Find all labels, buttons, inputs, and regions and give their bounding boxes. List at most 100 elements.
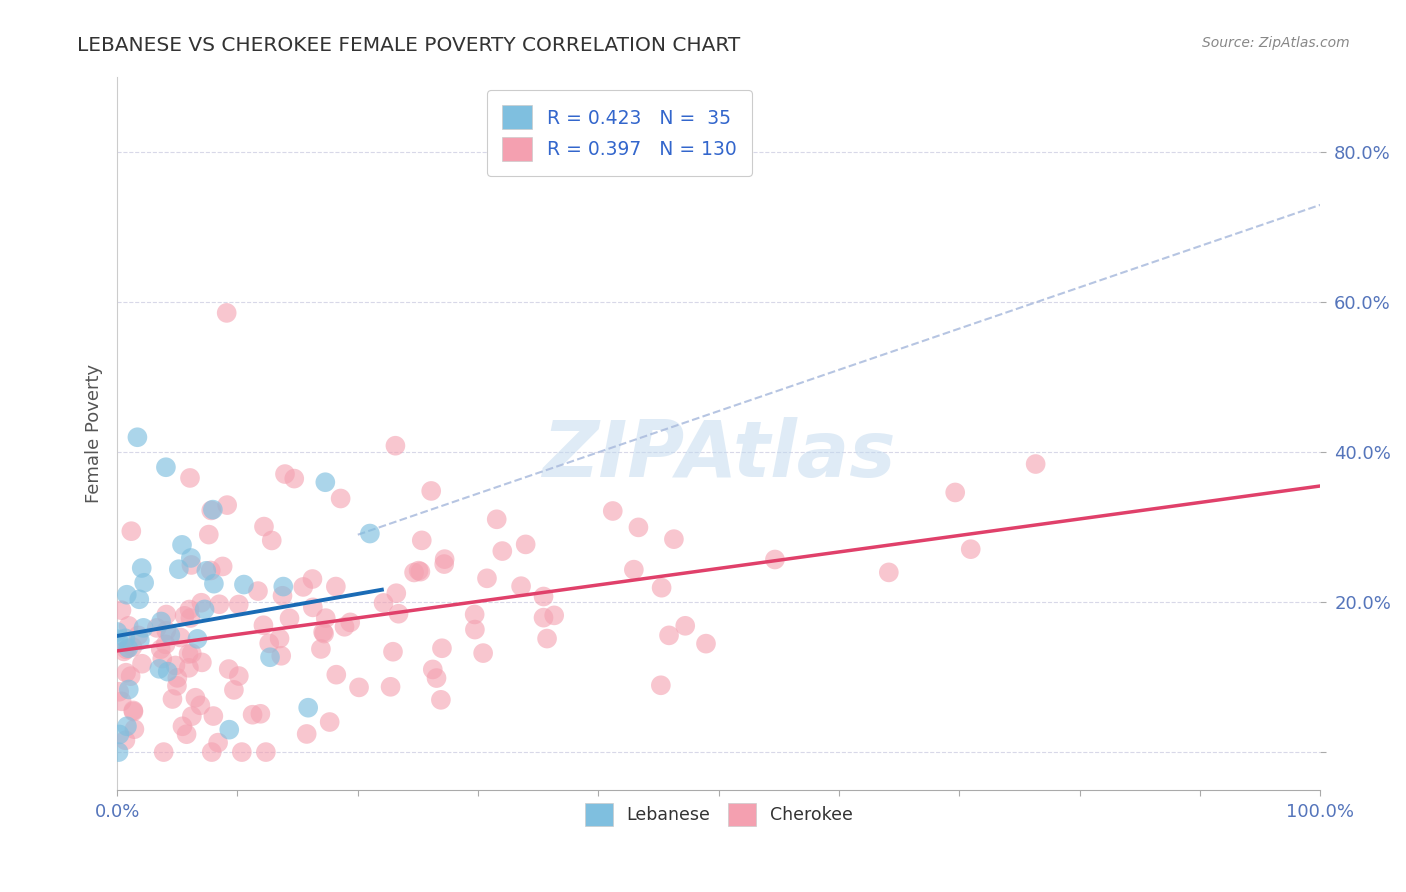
Point xyxy=(131,561,153,575)
Point xyxy=(202,709,225,723)
Point xyxy=(186,632,208,646)
Point xyxy=(120,524,142,538)
Point xyxy=(384,439,406,453)
Point xyxy=(387,607,409,621)
Point xyxy=(202,576,225,591)
Point xyxy=(150,615,173,629)
Point xyxy=(180,709,202,723)
Point xyxy=(107,745,129,759)
Point xyxy=(283,472,305,486)
Point xyxy=(329,491,352,506)
Point xyxy=(121,640,143,654)
Point xyxy=(169,631,191,645)
Point xyxy=(228,669,250,683)
Point xyxy=(155,460,177,475)
Point xyxy=(231,745,253,759)
Point xyxy=(190,596,212,610)
Point xyxy=(325,580,347,594)
Point xyxy=(155,637,177,651)
Point xyxy=(128,633,150,648)
Point xyxy=(270,648,292,663)
Point xyxy=(533,610,555,624)
Point xyxy=(200,564,222,578)
Point xyxy=(207,736,229,750)
Point xyxy=(172,719,194,733)
Point xyxy=(115,588,138,602)
Point xyxy=(359,526,381,541)
Point xyxy=(159,628,181,642)
Point xyxy=(297,700,319,714)
Point xyxy=(472,646,495,660)
Point xyxy=(180,551,202,566)
Point xyxy=(658,628,681,642)
Point xyxy=(959,542,981,557)
Point xyxy=(232,577,254,591)
Point xyxy=(201,502,224,516)
Point xyxy=(433,552,456,566)
Point xyxy=(132,621,155,635)
Point xyxy=(627,520,650,534)
Point xyxy=(318,714,340,729)
Point xyxy=(200,503,222,517)
Point xyxy=(218,723,240,737)
Point xyxy=(111,694,134,708)
Point xyxy=(491,544,513,558)
Point xyxy=(260,533,283,548)
Point xyxy=(195,564,218,578)
Point xyxy=(1025,457,1047,471)
Point xyxy=(315,611,337,625)
Point xyxy=(162,692,184,706)
Point xyxy=(475,571,498,585)
Point xyxy=(259,650,281,665)
Point xyxy=(170,538,193,552)
Point xyxy=(433,557,456,571)
Point xyxy=(156,665,179,679)
Point xyxy=(382,645,405,659)
Point xyxy=(127,628,149,642)
Point xyxy=(464,623,486,637)
Point xyxy=(242,707,264,722)
Point xyxy=(117,619,139,633)
Point xyxy=(314,626,336,640)
Point xyxy=(155,624,177,638)
Point xyxy=(485,512,508,526)
Point xyxy=(115,719,138,733)
Point xyxy=(166,671,188,685)
Point xyxy=(117,641,139,656)
Point xyxy=(347,681,370,695)
Point xyxy=(536,632,558,646)
Point xyxy=(430,693,453,707)
Point xyxy=(325,667,347,681)
Point xyxy=(278,611,301,625)
Point xyxy=(108,727,131,741)
Point xyxy=(188,698,211,713)
Text: ZIPAtlas: ZIPAtlas xyxy=(541,417,896,493)
Text: Source: ZipAtlas.com: Source: ZipAtlas.com xyxy=(1202,36,1350,50)
Point xyxy=(408,564,430,578)
Point xyxy=(120,669,142,683)
Point xyxy=(110,603,132,617)
Y-axis label: Female Poverty: Female Poverty xyxy=(86,364,103,503)
Point xyxy=(314,475,336,490)
Point xyxy=(165,658,187,673)
Point xyxy=(208,597,231,611)
Point xyxy=(122,705,145,719)
Point xyxy=(118,682,141,697)
Point xyxy=(180,646,202,660)
Point xyxy=(131,657,153,671)
Point xyxy=(302,600,325,615)
Point xyxy=(602,504,624,518)
Point xyxy=(127,430,149,444)
Point xyxy=(650,678,672,692)
Point xyxy=(623,563,645,577)
Point xyxy=(312,625,335,640)
Point xyxy=(166,679,188,693)
Point xyxy=(215,306,238,320)
Point xyxy=(148,662,170,676)
Point xyxy=(301,572,323,586)
Point xyxy=(533,590,555,604)
Point xyxy=(333,620,356,634)
Point xyxy=(105,625,128,640)
Point xyxy=(543,608,565,623)
Point xyxy=(201,745,224,759)
